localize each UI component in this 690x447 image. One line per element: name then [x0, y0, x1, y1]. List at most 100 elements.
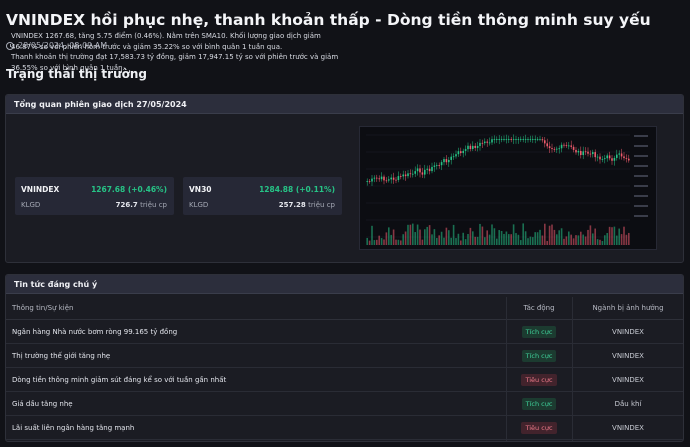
candle-body	[505, 139, 508, 140]
candle-body	[577, 150, 580, 153]
volume-bar	[625, 234, 628, 245]
candle-body	[464, 149, 467, 151]
candle-body	[544, 140, 546, 144]
candle-body	[407, 173, 409, 177]
candle-body	[414, 171, 416, 174]
candle-body	[565, 145, 568, 146]
volume-bar	[476, 236, 479, 245]
volume-bar	[601, 240, 604, 245]
candle-body	[524, 139, 527, 140]
candle-body	[421, 172, 424, 175]
volume-bar	[424, 229, 426, 245]
volume-bar	[479, 223, 481, 245]
volume-bar	[596, 239, 599, 245]
volume-bar	[505, 231, 508, 245]
candle-body	[448, 159, 450, 163]
candle-body	[558, 148, 560, 150]
candle-body	[376, 177, 378, 179]
volume-bar	[556, 234, 558, 245]
table-row: Thị trường thế giới tăng nhẹ Tích cực VN…	[6, 344, 683, 368]
price-axis-tick	[634, 135, 648, 137]
index-card-vn30: VN30 1284.88 (+0.11%) KLGD 257.28 triệu …	[183, 177, 342, 215]
volume-bar	[577, 235, 580, 245]
volume-bar	[409, 224, 412, 245]
candle-body	[594, 152, 596, 158]
volume-bar	[594, 228, 596, 245]
candle-body	[580, 150, 582, 156]
volume-bar	[462, 232, 464, 245]
index-name: VN30	[189, 185, 212, 194]
candle-body	[520, 139, 522, 140]
candle-body	[536, 139, 539, 140]
candle-body	[527, 139, 529, 140]
event-text: Giá dầu tăng nhẹ	[12, 399, 73, 408]
volume-bar	[443, 237, 445, 245]
column-divider	[572, 297, 573, 441]
candle-body	[390, 177, 392, 180]
index-klgd-label: KLGD	[189, 201, 209, 209]
volume-bar	[560, 228, 563, 245]
table-row: Dòng tiền thông minh giảm sút đáng kể so…	[6, 368, 683, 392]
candle-body	[599, 156, 601, 160]
overview-summary: VNINDEX 1267.68, tăng 5.75 điểm (0.46%).…	[11, 31, 341, 73]
volume-bar	[510, 234, 512, 245]
candle-body	[575, 149, 577, 153]
candle-body	[623, 156, 625, 159]
price-axis-tick	[634, 145, 648, 147]
price-axis-tick	[634, 185, 648, 187]
volume-bar	[402, 234, 404, 245]
volume-bar	[520, 240, 522, 245]
candle-body	[517, 139, 520, 140]
volume-bar	[522, 223, 524, 245]
candle-body	[587, 151, 589, 154]
candle-body	[371, 178, 373, 182]
volume-bar	[565, 236, 568, 245]
candle-body	[481, 142, 484, 144]
candle-body	[400, 176, 402, 177]
volume-bar	[493, 228, 496, 245]
volume-bar	[445, 227, 448, 245]
candle-body	[606, 155, 608, 159]
volume-bar	[582, 234, 584, 245]
volume-bar	[412, 223, 414, 245]
volume-bar	[527, 238, 529, 245]
candle-body	[366, 181, 368, 182]
news-card-title: Tin tức đáng chú ý	[6, 275, 683, 294]
price-axis-tick	[634, 175, 648, 177]
candle-body	[510, 139, 512, 140]
volume-bar	[440, 231, 443, 245]
index-klgd-label: KLGD	[21, 201, 41, 209]
volume-bar	[436, 237, 438, 245]
volume-bar	[544, 223, 546, 245]
volume-bar	[572, 238, 575, 245]
candle-body	[611, 158, 613, 161]
sector-text: VNINDEX	[612, 423, 644, 432]
volume-bar	[604, 235, 606, 245]
impact-badge: Tích cực	[521, 397, 557, 410]
candle-body	[426, 168, 428, 170]
volume-bar	[368, 240, 371, 245]
candlestick-chart-canvas	[366, 134, 648, 245]
candle-body	[443, 159, 445, 163]
table-row: Ngân hàng Nhà nước bơm ròng 99.165 tỷ đồ…	[6, 320, 683, 344]
volume-bar	[464, 239, 467, 245]
sector-text: Dầu khí	[614, 399, 642, 408]
price-axis-tick	[634, 215, 648, 217]
candle-body	[616, 154, 618, 158]
candle-body	[385, 180, 388, 182]
candle-body	[388, 179, 390, 181]
candle-body	[496, 139, 498, 140]
candle-body	[397, 176, 400, 181]
overview-card-title: Tổng quan phiên giao dịch 27/05/2024	[6, 95, 683, 114]
index-volume: 257.28 triệu cp	[279, 201, 335, 209]
volume-bar	[407, 224, 409, 245]
price-axis-tick	[634, 165, 648, 167]
timestamp: 28/05/2024, 08:09 AM	[6, 41, 107, 50]
candle-body	[368, 181, 371, 182]
volume-bar	[438, 235, 440, 245]
news-card: Tin tức đáng chú ý Thông tin/Sự kiện Tác…	[5, 274, 684, 442]
index-volume-unit: triệu cp	[308, 201, 335, 209]
candle-body	[493, 139, 496, 140]
volume-bar	[496, 238, 498, 245]
volume-bar	[539, 229, 541, 245]
